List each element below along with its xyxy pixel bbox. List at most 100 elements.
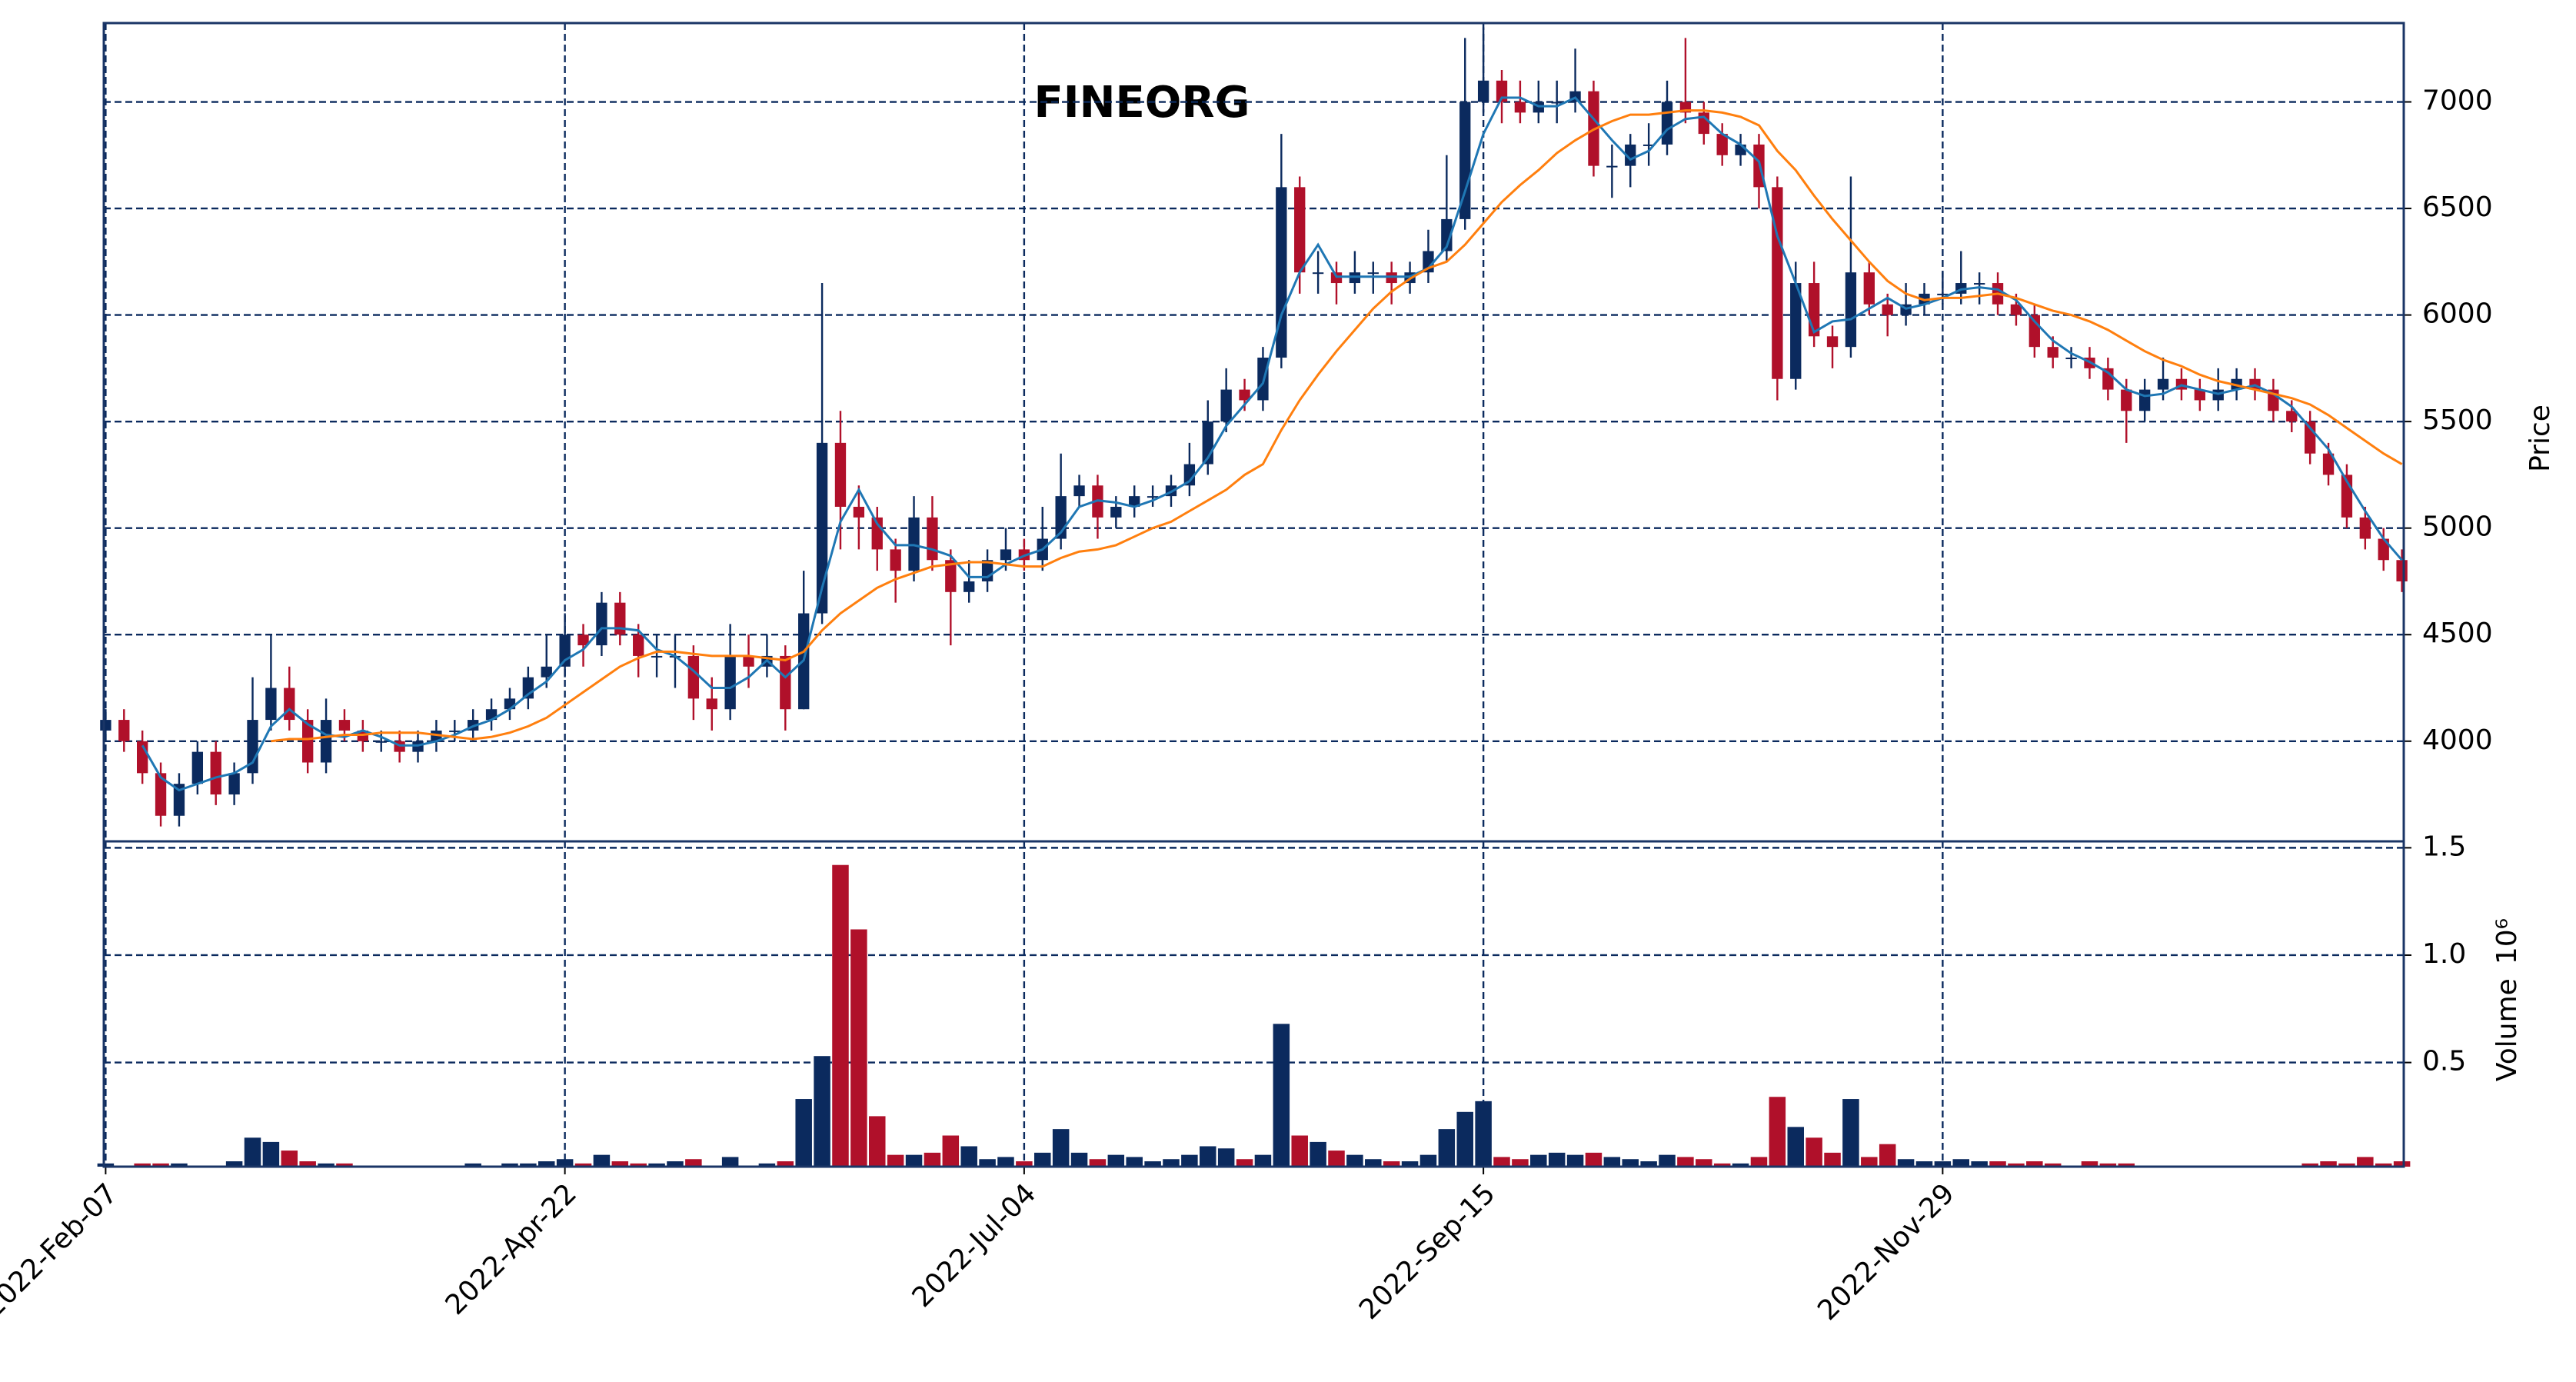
volume-bar	[1861, 1157, 1878, 1167]
volume-bar	[1879, 1144, 1896, 1167]
x-tick-label: 2022-Jul-04	[907, 1177, 1043, 1314]
volume-bar	[1419, 1154, 1437, 1167]
volume-bar	[1163, 1159, 1180, 1167]
candle-body	[1367, 272, 1379, 275]
volume-bar	[1622, 1159, 1639, 1167]
volume-bar	[2320, 1161, 2337, 1167]
candle-body	[1551, 102, 1563, 104]
volume-bar	[1934, 1161, 1952, 1167]
y-tick-label: 1.0	[2422, 938, 2466, 970]
volume-offset: 10⁶	[2491, 918, 2523, 964]
moving-average-line	[271, 109, 2403, 743]
candle-body	[1294, 187, 1306, 273]
candle-body	[651, 655, 663, 658]
volume-bar	[758, 1163, 776, 1167]
volume-bar	[850, 929, 867, 1167]
volume-bar	[960, 1146, 977, 1167]
candle-body	[2157, 378, 2169, 390]
volume-bar	[1952, 1159, 1970, 1167]
volume-bar	[2338, 1163, 2355, 1167]
candle-body	[1312, 272, 1324, 275]
candle-body	[1716, 134, 1728, 155]
volume-bar	[1713, 1163, 1731, 1167]
volume-bar	[979, 1159, 996, 1167]
candle-body	[1183, 464, 1196, 486]
volume-bar	[1603, 1157, 1621, 1167]
volume-bar	[611, 1161, 629, 1167]
volume-bar	[1732, 1163, 1749, 1167]
volume-bar	[777, 1161, 794, 1167]
candle-body	[1000, 549, 1012, 561]
volume-bar	[225, 1161, 243, 1167]
candle-body	[927, 517, 938, 561]
x-tick-label: 2022-Feb-07	[0, 1177, 124, 1324]
volume-bar	[1566, 1154, 1584, 1167]
candle-body	[1826, 336, 1839, 348]
volume-bar	[1200, 1146, 1216, 1167]
volume-bar	[1512, 1159, 1529, 1167]
volume-bar	[1070, 1152, 1088, 1167]
candle-body	[1845, 272, 1857, 348]
volume-bar	[630, 1163, 647, 1167]
volume-bar	[997, 1157, 1014, 1167]
volume-bar	[832, 864, 849, 1167]
y-tick-label: 5500	[2422, 405, 2493, 436]
volume-bar	[721, 1157, 739, 1167]
candle-body	[743, 655, 754, 667]
volume-bar	[1310, 1141, 1326, 1167]
candle-body	[2047, 347, 2058, 358]
volume-bar	[667, 1161, 684, 1167]
candle-body	[1973, 283, 1985, 285]
candle-body	[687, 655, 700, 699]
y-tick-label: 6500	[2422, 191, 2493, 223]
volume-bar	[2375, 1163, 2392, 1167]
volume-bar	[1365, 1159, 1382, 1167]
candle-body	[2286, 411, 2298, 422]
price-axis-label: Price	[2524, 405, 2556, 472]
volume-bar	[244, 1137, 261, 1167]
volume-bar	[318, 1163, 334, 1167]
volume-bar	[2393, 1161, 2411, 1167]
volume-bar	[1181, 1154, 1198, 1167]
volume-bar	[574, 1163, 592, 1167]
volume-bar	[1806, 1137, 1822, 1167]
y-tick-label: 4000	[2422, 724, 2493, 756]
volume-bar	[1346, 1154, 1363, 1167]
volume-bar	[1769, 1097, 1786, 1167]
candle-body	[614, 602, 626, 635]
candle-body	[302, 720, 314, 763]
y-tick-label: 4500	[2422, 618, 2493, 649]
volume-bar	[2099, 1163, 2117, 1167]
candle-body	[2010, 304, 2022, 315]
candle-body	[1129, 496, 1140, 507]
candle-body	[834, 442, 847, 507]
volume-bar	[869, 1116, 886, 1167]
volume-bar	[1989, 1161, 2006, 1167]
volume-bar	[814, 1056, 830, 1167]
volume-bar	[1456, 1111, 1473, 1167]
volume-bar	[2008, 1163, 2025, 1167]
volume-bar	[1915, 1161, 1933, 1167]
volume-bar	[1089, 1159, 1107, 1167]
volume-bar	[281, 1151, 298, 1167]
volume-bar	[1052, 1129, 1070, 1167]
candle-body	[2378, 538, 2389, 561]
y-tick-label: 5000	[2422, 511, 2493, 543]
candle-body	[1477, 80, 1489, 102]
candle-body	[945, 560, 957, 592]
candle-body	[2121, 389, 2132, 411]
volume-bar	[1034, 1152, 1051, 1167]
x-tick-label: 2022-Sep-15	[1353, 1177, 1502, 1326]
volume-bar	[685, 1159, 702, 1167]
volume-bar	[2118, 1163, 2135, 1167]
volume-bar	[1696, 1159, 1712, 1167]
candle-body	[1863, 272, 1875, 305]
candle-body	[1147, 496, 1159, 498]
candle-body	[2396, 560, 2408, 581]
volume-bar	[1548, 1152, 1566, 1167]
candle-body	[890, 549, 901, 571]
volume-bar	[1787, 1127, 1804, 1167]
volume-bar	[464, 1163, 481, 1167]
candle-body	[541, 666, 552, 678]
